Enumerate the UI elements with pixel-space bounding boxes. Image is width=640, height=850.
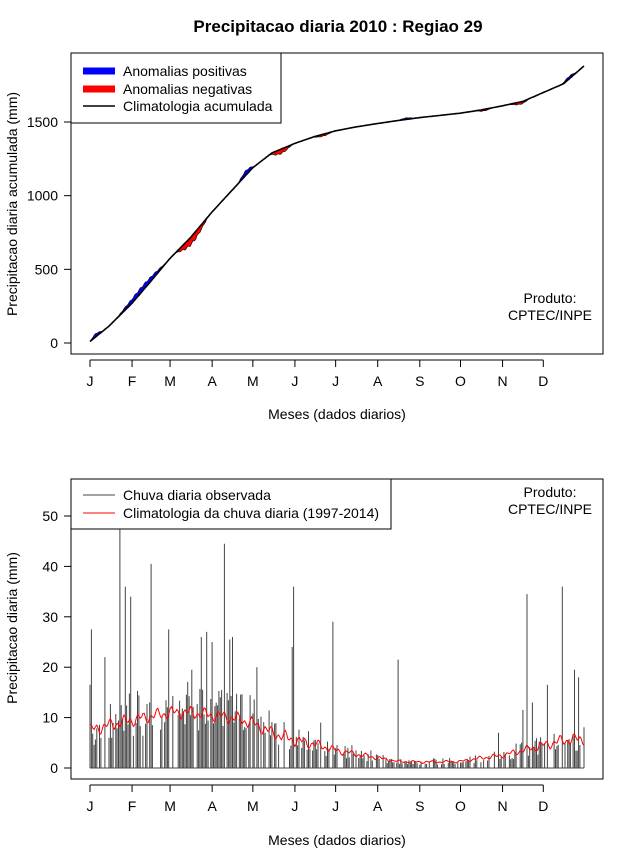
x-tick-label-month: A <box>207 373 217 389</box>
top-y-axis: 0 500 1000 1500 <box>27 114 72 351</box>
x-tick-label-month: J <box>332 798 339 814</box>
chart-title: Precipitacao diaria 2010 : Regiao 29 <box>193 17 482 36</box>
y-tick-label: 30 <box>42 609 58 625</box>
x-tick-label-month: D <box>538 373 548 389</box>
climatology-daily-line <box>89 705 585 764</box>
bottom-credit-line-2: CPTEC/INPE <box>508 501 592 517</box>
x-tick-label-month: J <box>87 373 94 389</box>
x-tick-label-month: J <box>87 798 94 814</box>
climatology-cumulative-line <box>89 65 585 343</box>
x-tick-label-month: S <box>415 373 424 389</box>
x-tick-label-month: J <box>332 373 339 389</box>
y-tick-label: 1500 <box>27 114 58 130</box>
legend-label-positive: Anomalias positivas <box>123 63 247 79</box>
top-y-axis-label: Precipitacao diaria acumulada (mm) <box>4 92 20 316</box>
x-tick-label-month: A <box>373 798 383 814</box>
x-tick-label-month: O <box>455 798 466 814</box>
top-credit-line-2: CPTEC/INPE <box>508 307 592 323</box>
top-credit-line-1: Produto: <box>524 290 577 306</box>
y-tick-label: 10 <box>42 710 58 726</box>
bottom-x-axis-label: Meses (dados diarios) <box>268 832 406 848</box>
legend-label-climatology: Climatologia acumulada <box>123 98 273 114</box>
y-tick-label: 1000 <box>27 188 58 204</box>
daily-precipitation-panel: 0 10 20 30 40 50 J F M A M J J A S O N D Precipitacao di… <box>4 478 604 848</box>
bottom-legend: Chuva diaria observada Climatologia da c… <box>70 478 392 530</box>
y-tick-label: 0 <box>50 760 58 776</box>
y-tick-label: 500 <box>35 261 59 277</box>
x-tick-label-month: F <box>128 798 137 814</box>
x-tick-label-month: N <box>498 798 508 814</box>
x-tick-label-month: A <box>373 373 383 389</box>
legend-label-negative: Anomalias negativas <box>123 81 252 97</box>
x-tick-label-month: J <box>291 373 298 389</box>
bottom-y-axis-label: Precipitacao diaria (mm) <box>4 552 20 704</box>
x-tick-label-month: M <box>164 798 176 814</box>
legend-label-climatology-daily: Climatologia da chuva diaria (1997-2014) <box>123 505 379 521</box>
legend-label-observed: Chuva diaria observada <box>123 487 271 503</box>
bottom-y-axis: 0 10 20 30 40 50 <box>42 508 72 776</box>
y-tick-label: 50 <box>42 508 58 524</box>
x-tick-label-month: J <box>291 798 298 814</box>
x-tick-label-month: O <box>455 373 466 389</box>
top-legend: Anomalias positivas Anomalias negativas … <box>70 52 282 124</box>
x-tick-label-month: M <box>247 373 259 389</box>
cumulative-series <box>89 65 585 343</box>
bottom-legend-box <box>70 478 392 530</box>
bottom-credit-line-1: Produto: <box>524 484 577 500</box>
top-x-axis-label: Meses (dados diarios) <box>268 406 406 422</box>
daily-series <box>89 528 585 769</box>
x-tick-label-month: F <box>128 373 137 389</box>
y-tick-label: 40 <box>42 558 58 574</box>
x-tick-label-month: M <box>164 373 176 389</box>
cumulative-precipitation-panel: 0 500 1000 1500 J F M A M J J A S O N D Precipitacao d… <box>4 52 604 422</box>
x-tick-label-month: A <box>207 798 217 814</box>
x-tick-label-month: S <box>415 798 424 814</box>
x-tick-label-month: D <box>538 798 548 814</box>
y-tick-label: 0 <box>50 335 58 351</box>
y-tick-label: 20 <box>42 659 58 675</box>
x-tick-label-month: M <box>247 798 259 814</box>
x-tick-label-month: N <box>498 373 508 389</box>
